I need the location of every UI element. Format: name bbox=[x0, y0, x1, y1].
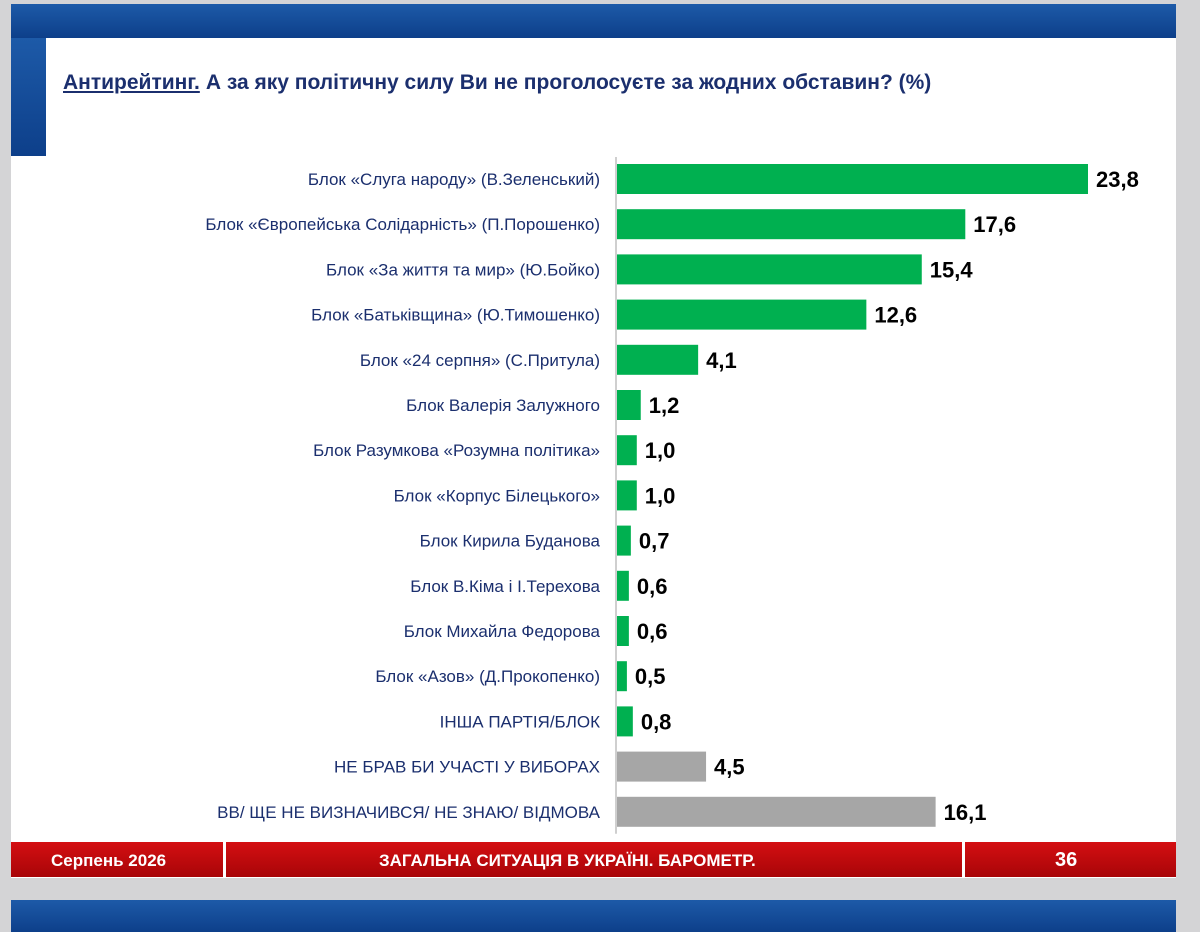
category-label: Блок «Азов» (Д.Прокопенко) bbox=[375, 667, 600, 686]
bar bbox=[617, 570, 629, 601]
data-label: 1,2 bbox=[649, 393, 680, 418]
bar bbox=[617, 480, 637, 511]
bottom-blue-band bbox=[11, 900, 1176, 932]
category-label: Блок «Слуга народу» (В.Зеленський) bbox=[308, 170, 600, 189]
bar bbox=[617, 209, 966, 240]
data-label: 1,0 bbox=[645, 438, 676, 463]
data-label: 4,5 bbox=[714, 755, 745, 780]
category-label: ІНША ПАРТІЯ/БЛОК bbox=[440, 712, 600, 731]
category-label: Блок «24 серпня» (С.Притула) bbox=[360, 351, 600, 370]
footer-bar: Серпень 2026 ЗАГАЛЬНА СИТУАЦІЯ В УКРАЇНІ… bbox=[11, 842, 1176, 877]
category-label: Блок В.Кіма і І.Терехова bbox=[410, 577, 600, 596]
bar bbox=[617, 616, 629, 646]
category-label: Блок Михайла Федорова bbox=[404, 622, 601, 641]
category-label: Блок «Батьківщина» (Ю.Тимошенко) bbox=[311, 306, 600, 325]
category-label: Блок Валерія Залужного bbox=[406, 396, 600, 415]
bar bbox=[617, 751, 707, 782]
bar bbox=[617, 344, 699, 375]
data-label: 17,6 bbox=[973, 212, 1016, 237]
data-label: 12,6 bbox=[874, 303, 917, 328]
data-label: 0,5 bbox=[635, 664, 666, 689]
data-label: 0,6 bbox=[637, 619, 668, 644]
left-blue-accent bbox=[11, 38, 46, 156]
category-label: Блок Разумкова «Розумна політика» bbox=[313, 441, 600, 460]
footer-separator-left bbox=[223, 842, 226, 877]
data-label: 4,1 bbox=[706, 348, 737, 373]
bar bbox=[617, 390, 641, 420]
data-label: 1,0 bbox=[645, 483, 676, 508]
data-label: 0,7 bbox=[639, 529, 670, 554]
footer-separator-right bbox=[962, 842, 965, 877]
bar bbox=[617, 706, 633, 737]
top-blue-band bbox=[11, 4, 1176, 38]
category-label: Блок «За життя та мир» (Ю.Бойко) bbox=[326, 260, 600, 279]
category-label: Блок «Європейська Солідарність» (П.Порош… bbox=[205, 215, 600, 234]
data-label: 16,1 bbox=[944, 800, 987, 825]
data-label: 23,8 bbox=[1096, 167, 1139, 192]
bar bbox=[617, 435, 637, 466]
title-keyword: Антирейтинг. bbox=[63, 71, 200, 94]
bar bbox=[617, 525, 631, 556]
footer-date: Серпень 2026 bbox=[51, 851, 167, 870]
bar bbox=[617, 661, 627, 692]
category-label: Блок «Корпус Білецького» bbox=[394, 486, 600, 505]
slide: Антирейтинг. А за яку політичну силу Ви н… bbox=[11, 4, 1176, 878]
title-question: А за яку політичну силу Ви не проголосує… bbox=[205, 71, 932, 94]
bar-chart: Блок «Слуга народу» (В.Зеленський) 23,8 Бл… bbox=[205, 157, 1139, 834]
bar bbox=[617, 164, 1088, 194]
category-label: Блок Кирила Буданова bbox=[420, 532, 601, 551]
data-label: 0,8 bbox=[641, 709, 672, 734]
data-label: 15,4 bbox=[930, 257, 974, 282]
bar bbox=[617, 254, 922, 285]
bar bbox=[617, 299, 867, 330]
category-label: ВВ/ ЩЕ НЕ ВИЗНАЧИВСЯ/ НЕ ЗНАЮ/ ВІДМОВА bbox=[217, 803, 600, 822]
bar bbox=[617, 796, 936, 827]
page-number: 36 bbox=[1055, 849, 1078, 871]
page-title: Антирейтинг. А за яку політичну силу Ви н… bbox=[63, 71, 931, 95]
data-label: 0,6 bbox=[637, 574, 668, 599]
category-label: НЕ БРАВ БИ УЧАСТІ У ВИБОРАХ bbox=[334, 758, 600, 777]
footer-center-text: ЗАГАЛЬНА СИТУАЦІЯ В УКРАЇНІ. БАРОМЕТР. bbox=[379, 851, 756, 870]
